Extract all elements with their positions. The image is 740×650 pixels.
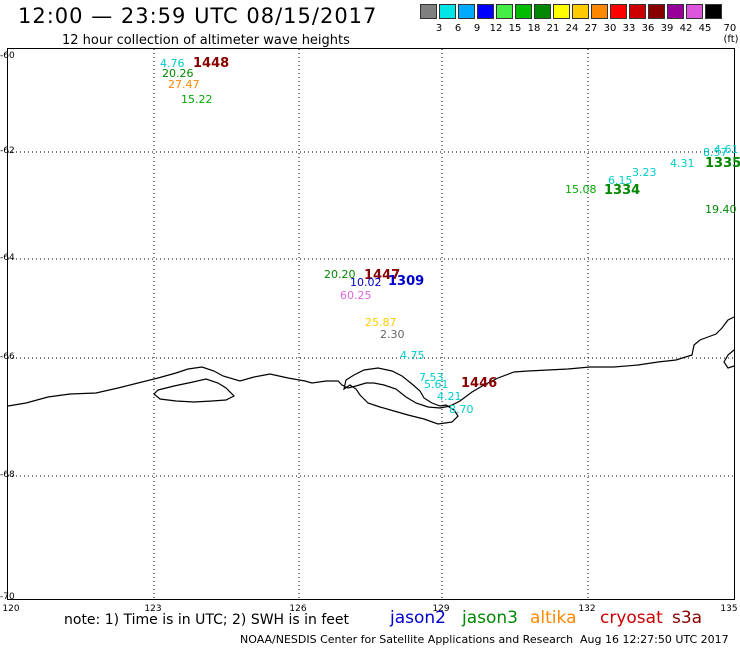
wave-height-value: 4.61: [714, 143, 739, 156]
scale-label: 9: [473, 23, 481, 34]
satellite-legend-jason3: jason3: [462, 608, 518, 628]
scale-swatch: [572, 4, 590, 19]
pass-time-label: 1448: [193, 56, 230, 71]
scale-swatch: [610, 4, 628, 19]
longitude-label: 135: [720, 604, 738, 614]
pass-time-label: 1447: [364, 268, 401, 283]
scale-swatch: [534, 4, 552, 19]
scale-swatch: [629, 4, 647, 19]
scale-label: 42: [679, 23, 693, 34]
wave-height-value: 25.87: [365, 316, 397, 329]
longitude-label: 132: [578, 604, 596, 614]
wave-height-value: 8.57: [703, 146, 728, 159]
longitude-label: 123: [144, 604, 162, 614]
latitude-label: -60: [0, 51, 15, 61]
scale-swatch: [496, 4, 514, 19]
scale-label: 24: [565, 23, 579, 34]
scale-swatch: [439, 4, 457, 19]
scale-swatch: [553, 4, 571, 19]
scale-swatch: [705, 4, 723, 19]
satellite-legend-altika: altika: [530, 608, 577, 628]
scale-label: 70 (ft): [723, 23, 739, 45]
scale-label: 45: [698, 23, 712, 34]
chart-title: 12:00 — 23:59 UTC 08/15/2017: [18, 4, 378, 28]
scale-swatch: [477, 4, 495, 19]
wave-height-value: 20.26: [162, 67, 194, 80]
scale-label: 3: [435, 23, 443, 34]
chart-subtitle: 12 hour collection of altimeter wave hei…: [62, 33, 350, 48]
wave-height-value: 3.23: [632, 166, 657, 179]
latitude-label: -64: [0, 253, 15, 263]
scale-swatch: [515, 4, 533, 19]
wave-height-value: 4.31: [670, 157, 695, 170]
coastline-east-inlet: [723, 349, 735, 369]
wave-height-value: 19.40: [705, 203, 737, 216]
wave-height-value: 6.15: [608, 174, 633, 187]
satellite-legend-cryosat: cryosat: [600, 608, 663, 628]
wave-height-value: 5.61: [424, 378, 449, 391]
generated-timestamp: Aug 16 12:27:50 UTC 2017: [580, 633, 729, 646]
scale-swatch: [686, 4, 704, 19]
scale-label: 21: [546, 23, 560, 34]
latitude-label: -68: [0, 470, 15, 480]
wave-height-value: 4.76: [160, 57, 185, 70]
wave-height-value: 4.75: [400, 349, 425, 362]
scale-label: 18: [527, 23, 541, 34]
longitude-label: 120: [2, 604, 20, 614]
pass-time-label: 1335: [705, 156, 740, 171]
scale-label: 36: [641, 23, 655, 34]
scale-swatch: [591, 4, 609, 19]
satellite-legend-s3a: s3a: [672, 608, 703, 628]
wave-height-value: 20.20: [324, 268, 356, 281]
wave-height-value: 8.70: [449, 403, 474, 416]
scale-label: 27: [584, 23, 598, 34]
scale-swatch: [420, 4, 438, 19]
wave-height-value: 10.02: [350, 276, 382, 289]
wave-height-value: 15.08: [565, 183, 597, 196]
scale-label: 6: [454, 23, 462, 34]
scale-label: 15: [508, 23, 522, 34]
credit-line: NOAA/NESDIS Center for Satellite Applica…: [240, 633, 574, 646]
longitude-label: 126: [289, 604, 307, 614]
scale-label: 30: [603, 23, 617, 34]
scale-swatch: [648, 4, 666, 19]
scale-label: 12: [489, 23, 503, 34]
wave-height-value: 15.22: [181, 93, 213, 106]
scale-label: 39: [660, 23, 674, 34]
coastline: [8, 316, 735, 425]
wave-height-value: 7.53: [419, 371, 444, 384]
latitude-label: -70: [0, 592, 15, 602]
latitude-label: -62: [0, 146, 15, 156]
wave-height-value: 4.21: [437, 390, 462, 403]
scale-swatch: [458, 4, 476, 19]
scale-label: 33: [622, 23, 636, 34]
graticule: [8, 49, 736, 601]
footer-note: note: 1) Time is in UTC; 2) SWH is in fe…: [64, 612, 350, 628]
scale-swatch: [667, 4, 685, 19]
satellite-legend-jason2: jason2: [390, 608, 446, 628]
pass-time-label: 1446: [461, 376, 498, 391]
longitude-label: 129: [432, 604, 450, 614]
wave-height-value: 60.25: [340, 289, 372, 302]
wave-height-value: 2.30: [380, 328, 405, 341]
wave-height-value: 27.47: [168, 78, 200, 91]
pass-time-label: 1309: [388, 274, 425, 289]
map-plot-area: [7, 48, 736, 601]
latitude-label: -66: [0, 352, 15, 362]
map-canvas: [8, 49, 736, 601]
pass-time-label: 1334: [604, 183, 641, 198]
